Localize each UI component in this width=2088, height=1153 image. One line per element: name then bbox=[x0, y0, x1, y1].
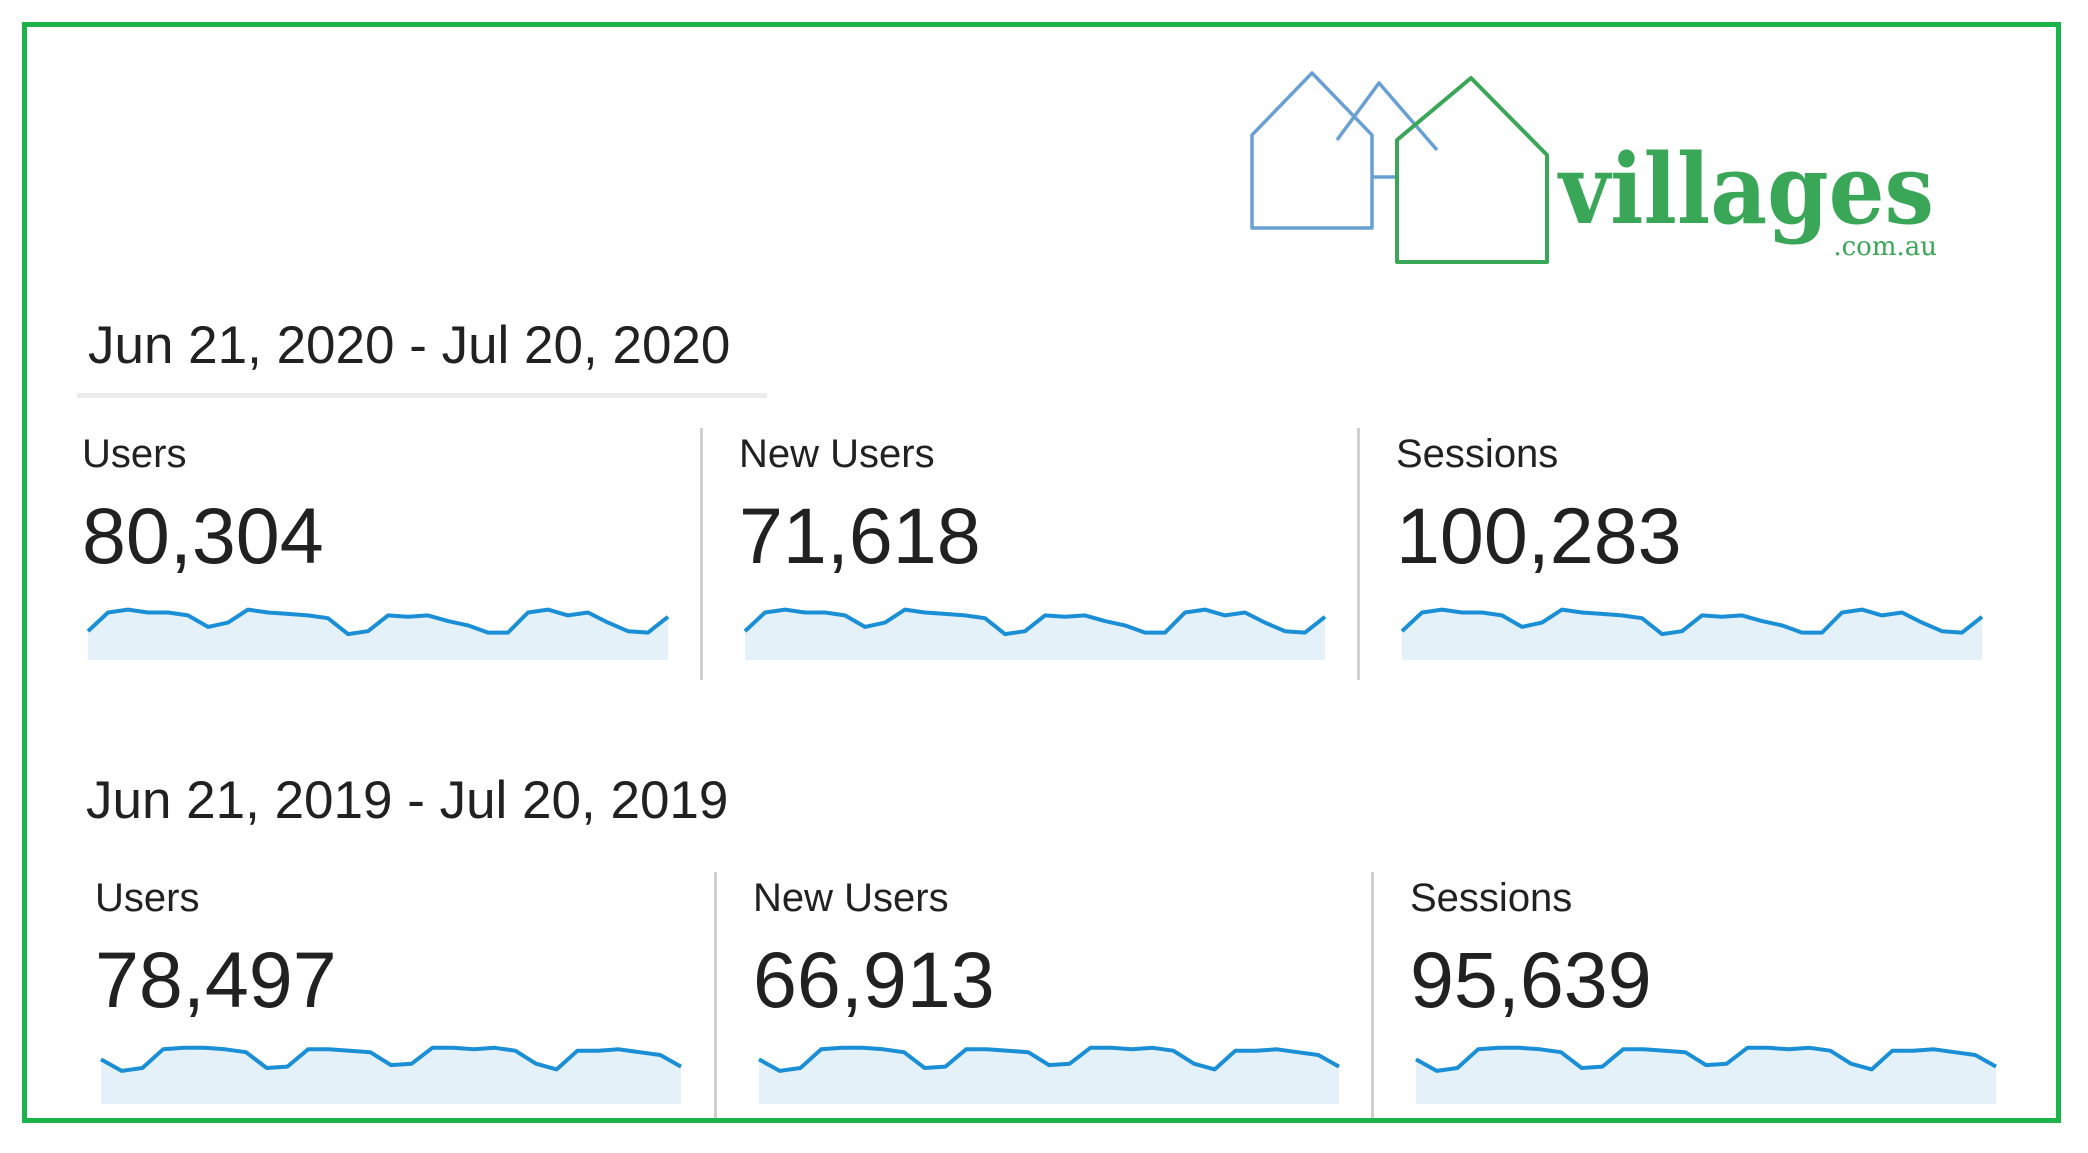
metric-divider bbox=[714, 872, 717, 1118]
metric-card-sessions[interactable]: Sessions 95,639 bbox=[1410, 876, 2030, 1116]
metric-card-users[interactable]: Users 78,497 bbox=[95, 876, 715, 1116]
metric-value: 71,618 bbox=[739, 491, 981, 580]
sparkline-area bbox=[745, 609, 1325, 660]
sparkline-line bbox=[1400, 607, 1984, 637]
sparkline-line bbox=[1415, 1045, 1997, 1073]
metric-divider bbox=[700, 428, 703, 680]
sparkline bbox=[86, 607, 670, 660]
sparkline bbox=[1415, 1045, 1997, 1104]
sparkline bbox=[100, 1045, 682, 1104]
logo-wordmark: villages bbox=[1557, 133, 1934, 246]
report-frame bbox=[22, 22, 2061, 1123]
villages-logo-graphic: villages .com.au bbox=[1250, 71, 1937, 264]
sparkline-line bbox=[86, 607, 670, 637]
date-range-underline bbox=[77, 393, 767, 398]
metric-value: 80,304 bbox=[82, 491, 324, 580]
metric-card-new-users[interactable]: New Users 71,618 bbox=[739, 432, 1359, 672]
metric-card-users[interactable]: Users 80,304 bbox=[82, 432, 702, 672]
logo-domain-suffix: .com.au bbox=[1833, 232, 1937, 262]
metric-value: 66,913 bbox=[753, 935, 995, 1024]
sparkline-area bbox=[759, 1047, 1339, 1104]
sparkline-line bbox=[743, 607, 1327, 637]
metric-value: 100,283 bbox=[1396, 491, 1682, 580]
sparkline-line bbox=[758, 1045, 1340, 1073]
metric-label: New Users bbox=[753, 876, 949, 920]
date-range-previous[interactable]: Jun 21, 2019 - Jul 20, 2019 bbox=[86, 771, 729, 830]
metric-value: 78,497 bbox=[95, 935, 337, 1024]
sparkline bbox=[758, 1045, 1340, 1104]
sparkline-area bbox=[1416, 1047, 1996, 1104]
metric-label: New Users bbox=[739, 432, 935, 476]
metric-card-sessions[interactable]: Sessions 100,283 bbox=[1396, 432, 2016, 672]
sparkline-area bbox=[101, 1047, 681, 1104]
metric-label: Sessions bbox=[1396, 432, 1559, 476]
sparkline-area bbox=[88, 609, 668, 660]
sparkline-area bbox=[1402, 609, 1982, 660]
metric-label: Users bbox=[95, 876, 200, 920]
metric-card-new-users[interactable]: New Users 66,913 bbox=[753, 876, 1373, 1116]
metric-divider bbox=[1357, 428, 1360, 680]
villages-logo: villages .com.au bbox=[1247, 55, 1947, 280]
metric-label: Users bbox=[82, 432, 187, 476]
sparkline bbox=[1400, 607, 1984, 660]
metric-divider bbox=[1371, 872, 1374, 1118]
date-range-current[interactable]: Jun 21, 2020 - Jul 20, 2020 bbox=[88, 316, 731, 375]
sparkline-line bbox=[100, 1045, 682, 1073]
metric-value: 95,639 bbox=[1410, 935, 1652, 1024]
sparkline bbox=[743, 607, 1327, 660]
metric-label: Sessions bbox=[1410, 876, 1573, 920]
